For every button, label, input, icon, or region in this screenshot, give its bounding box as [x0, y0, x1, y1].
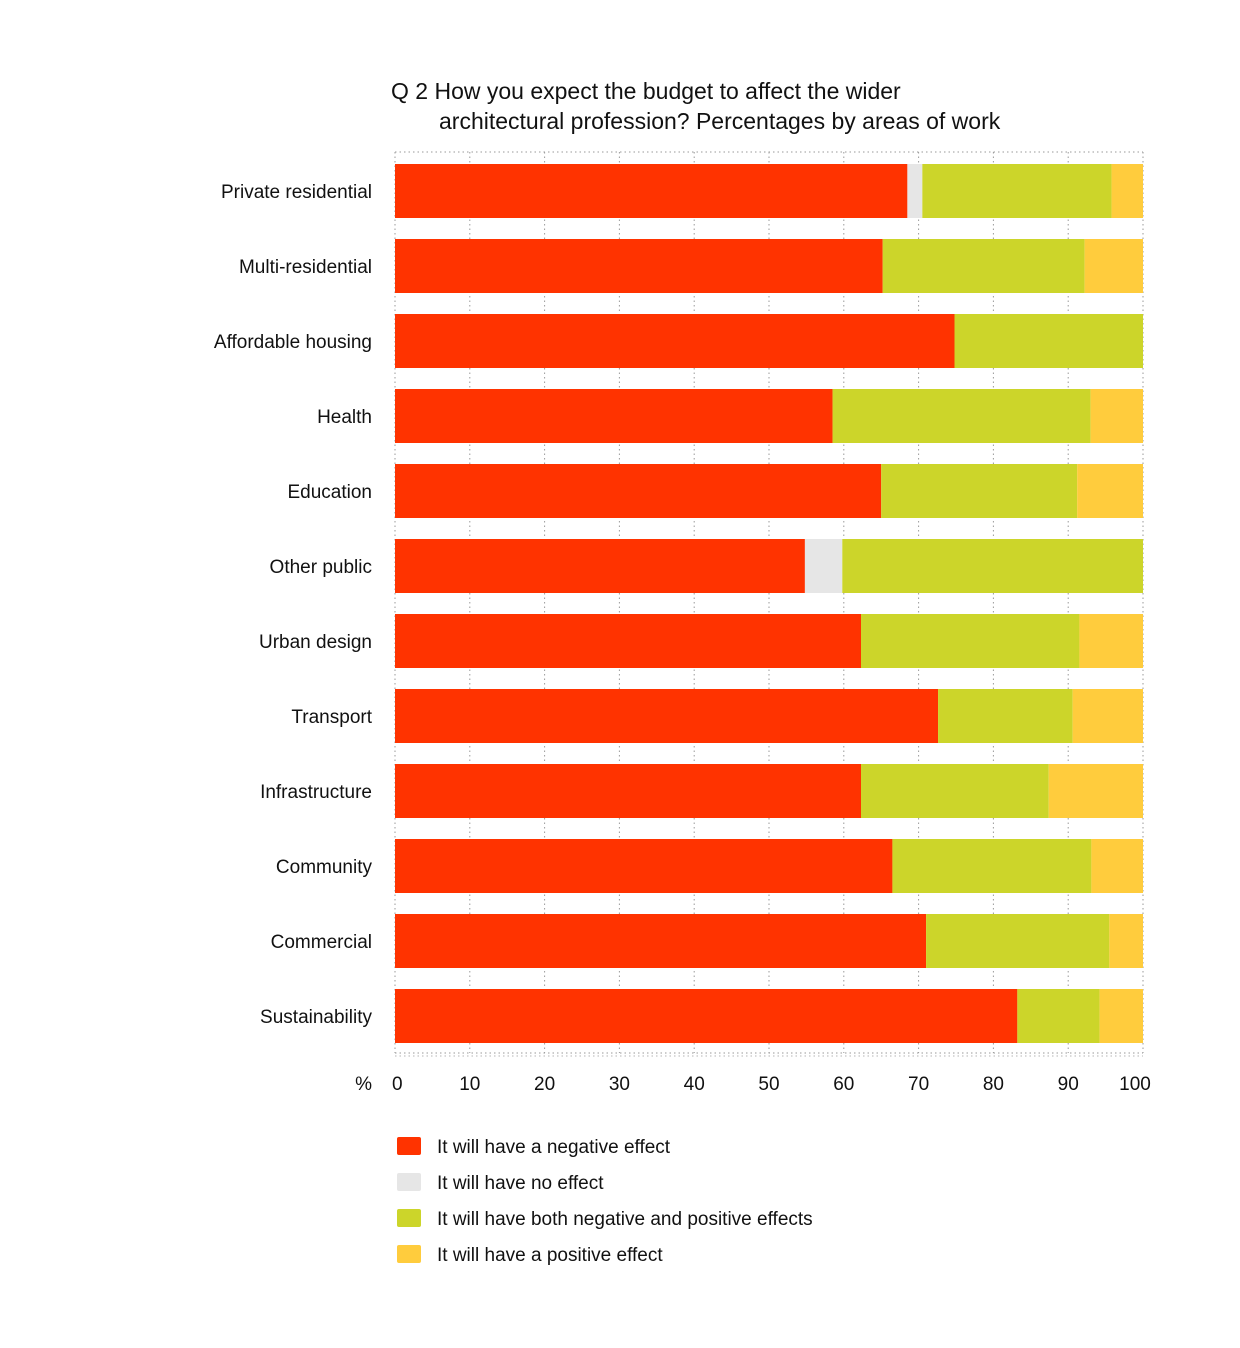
- x-tick-label: 40: [684, 1074, 705, 1095]
- bar-segment-4: [1079, 614, 1143, 668]
- bar-segment-4: [1099, 989, 1143, 1043]
- chart-grid: [394, 151, 1144, 1057]
- bar-row: [395, 389, 1143, 443]
- bar-row: [395, 914, 1143, 968]
- x-tick-label: 0: [392, 1074, 403, 1095]
- bar-segment-3: [882, 239, 1085, 293]
- x-tick-label: 20: [534, 1074, 555, 1095]
- bar-segment-3: [842, 539, 1143, 593]
- bar-segment-1: [395, 689, 939, 743]
- legend-item: It will have a positive effect: [397, 1245, 663, 1266]
- x-tick-label: 10: [459, 1074, 480, 1095]
- bar-segment-1: [395, 314, 955, 368]
- bar-segment-4: [1048, 764, 1143, 818]
- category-label: Private residential: [221, 182, 372, 203]
- bar-row: [395, 464, 1143, 518]
- bar-segment-1: [395, 239, 883, 293]
- legend-label: It will have both negative and positive …: [437, 1209, 813, 1230]
- bar-segment-3: [861, 614, 1080, 668]
- category-label: Affordable housing: [214, 332, 372, 353]
- bar-segment-3: [832, 389, 1091, 443]
- bar-segment-4: [1072, 689, 1143, 743]
- bar-segment-2: [907, 164, 923, 218]
- bar-segment-4: [1111, 164, 1143, 218]
- category-label: Education: [287, 482, 372, 503]
- x-tick-label: 60: [833, 1074, 854, 1095]
- category-label: Transport: [291, 707, 372, 728]
- bar-segment-1: [395, 539, 805, 593]
- bar-row: [395, 164, 1143, 218]
- bar-segment-1: [395, 914, 927, 968]
- legend-swatch: [397, 1245, 421, 1263]
- bar-row: [395, 239, 1143, 293]
- category-label: Sustainability: [260, 1007, 372, 1028]
- bar-segment-4: [1109, 914, 1143, 968]
- bar-segment-4: [1091, 839, 1143, 893]
- chart-title-line-2: architectural profession? Percentages by…: [439, 108, 1001, 134]
- chart-legend: It will have a negative effect It will ha…: [397, 1137, 813, 1266]
- x-tick-label: 90: [1058, 1074, 1079, 1095]
- category-label: Infrastructure: [260, 782, 372, 803]
- bar-segment-4: [1084, 239, 1143, 293]
- legend-item: It will have both negative and positive …: [397, 1209, 813, 1230]
- bar-row: [395, 839, 1143, 893]
- legend-item: It will have no effect: [397, 1173, 604, 1194]
- category-labels: Private residential Multi-residential Affo…: [214, 182, 373, 1028]
- bar-segment-1: [395, 989, 1018, 1043]
- x-axis: % 0 10 20 30 40 50 60 70 80 90 100: [355, 1074, 1151, 1095]
- chart-bars: [395, 164, 1143, 1043]
- category-label: Community: [276, 857, 373, 878]
- bar-row: [395, 314, 1143, 368]
- legend-label: It will have a positive effect: [437, 1245, 663, 1266]
- category-label: Other public: [270, 557, 372, 578]
- legend-swatch: [397, 1209, 421, 1227]
- bar-segment-1: [395, 389, 833, 443]
- bar-segment-4: [1077, 464, 1143, 518]
- category-label: Health: [317, 407, 372, 428]
- x-tick-label: 30: [609, 1074, 630, 1095]
- bar-segment-1: [395, 839, 893, 893]
- chart-title-line-1: Q 2 How you expect the budget to affect …: [391, 78, 901, 104]
- bar-segment-4: [1090, 389, 1143, 443]
- bar-segment-3: [922, 164, 1112, 218]
- bar-row: [395, 764, 1143, 818]
- bar-segment-1: [395, 764, 862, 818]
- bar-row: [395, 614, 1143, 668]
- category-label: Commercial: [271, 932, 372, 953]
- chart-title: Q 2 How you expect the budget to affect …: [391, 78, 1001, 134]
- category-label: Multi-residential: [239, 257, 372, 278]
- bar-row: [395, 989, 1143, 1043]
- legend-item: It will have a negative effect: [397, 1137, 671, 1158]
- legend-label: It will have no effect: [437, 1173, 604, 1194]
- legend-label: It will have a negative effect: [437, 1137, 671, 1158]
- x-axis-unit-label: %: [355, 1074, 372, 1095]
- bar-segment-3: [861, 764, 1049, 818]
- bar-segment-3: [938, 689, 1073, 743]
- bar-segment-1: [395, 614, 862, 668]
- legend-swatch: [397, 1173, 421, 1191]
- bar-segment-1: [395, 164, 908, 218]
- x-tick-label: 80: [983, 1074, 1004, 1095]
- x-tick-label: 50: [758, 1074, 779, 1095]
- bar-row: [395, 539, 1143, 593]
- bar-segment-3: [1017, 989, 1100, 1043]
- legend-swatch: [397, 1137, 421, 1155]
- bar-row: [395, 689, 1143, 743]
- bar-segment-3: [892, 839, 1092, 893]
- bar-segment-3: [954, 314, 1143, 368]
- bar-segment-2: [804, 539, 843, 593]
- x-tick-label: 100: [1119, 1074, 1151, 1095]
- bar-segment-3: [881, 464, 1078, 518]
- x-tick-label: 70: [908, 1074, 929, 1095]
- bar-segment-1: [395, 464, 882, 518]
- bar-segment-3: [926, 914, 1110, 968]
- category-label: Urban design: [259, 632, 372, 653]
